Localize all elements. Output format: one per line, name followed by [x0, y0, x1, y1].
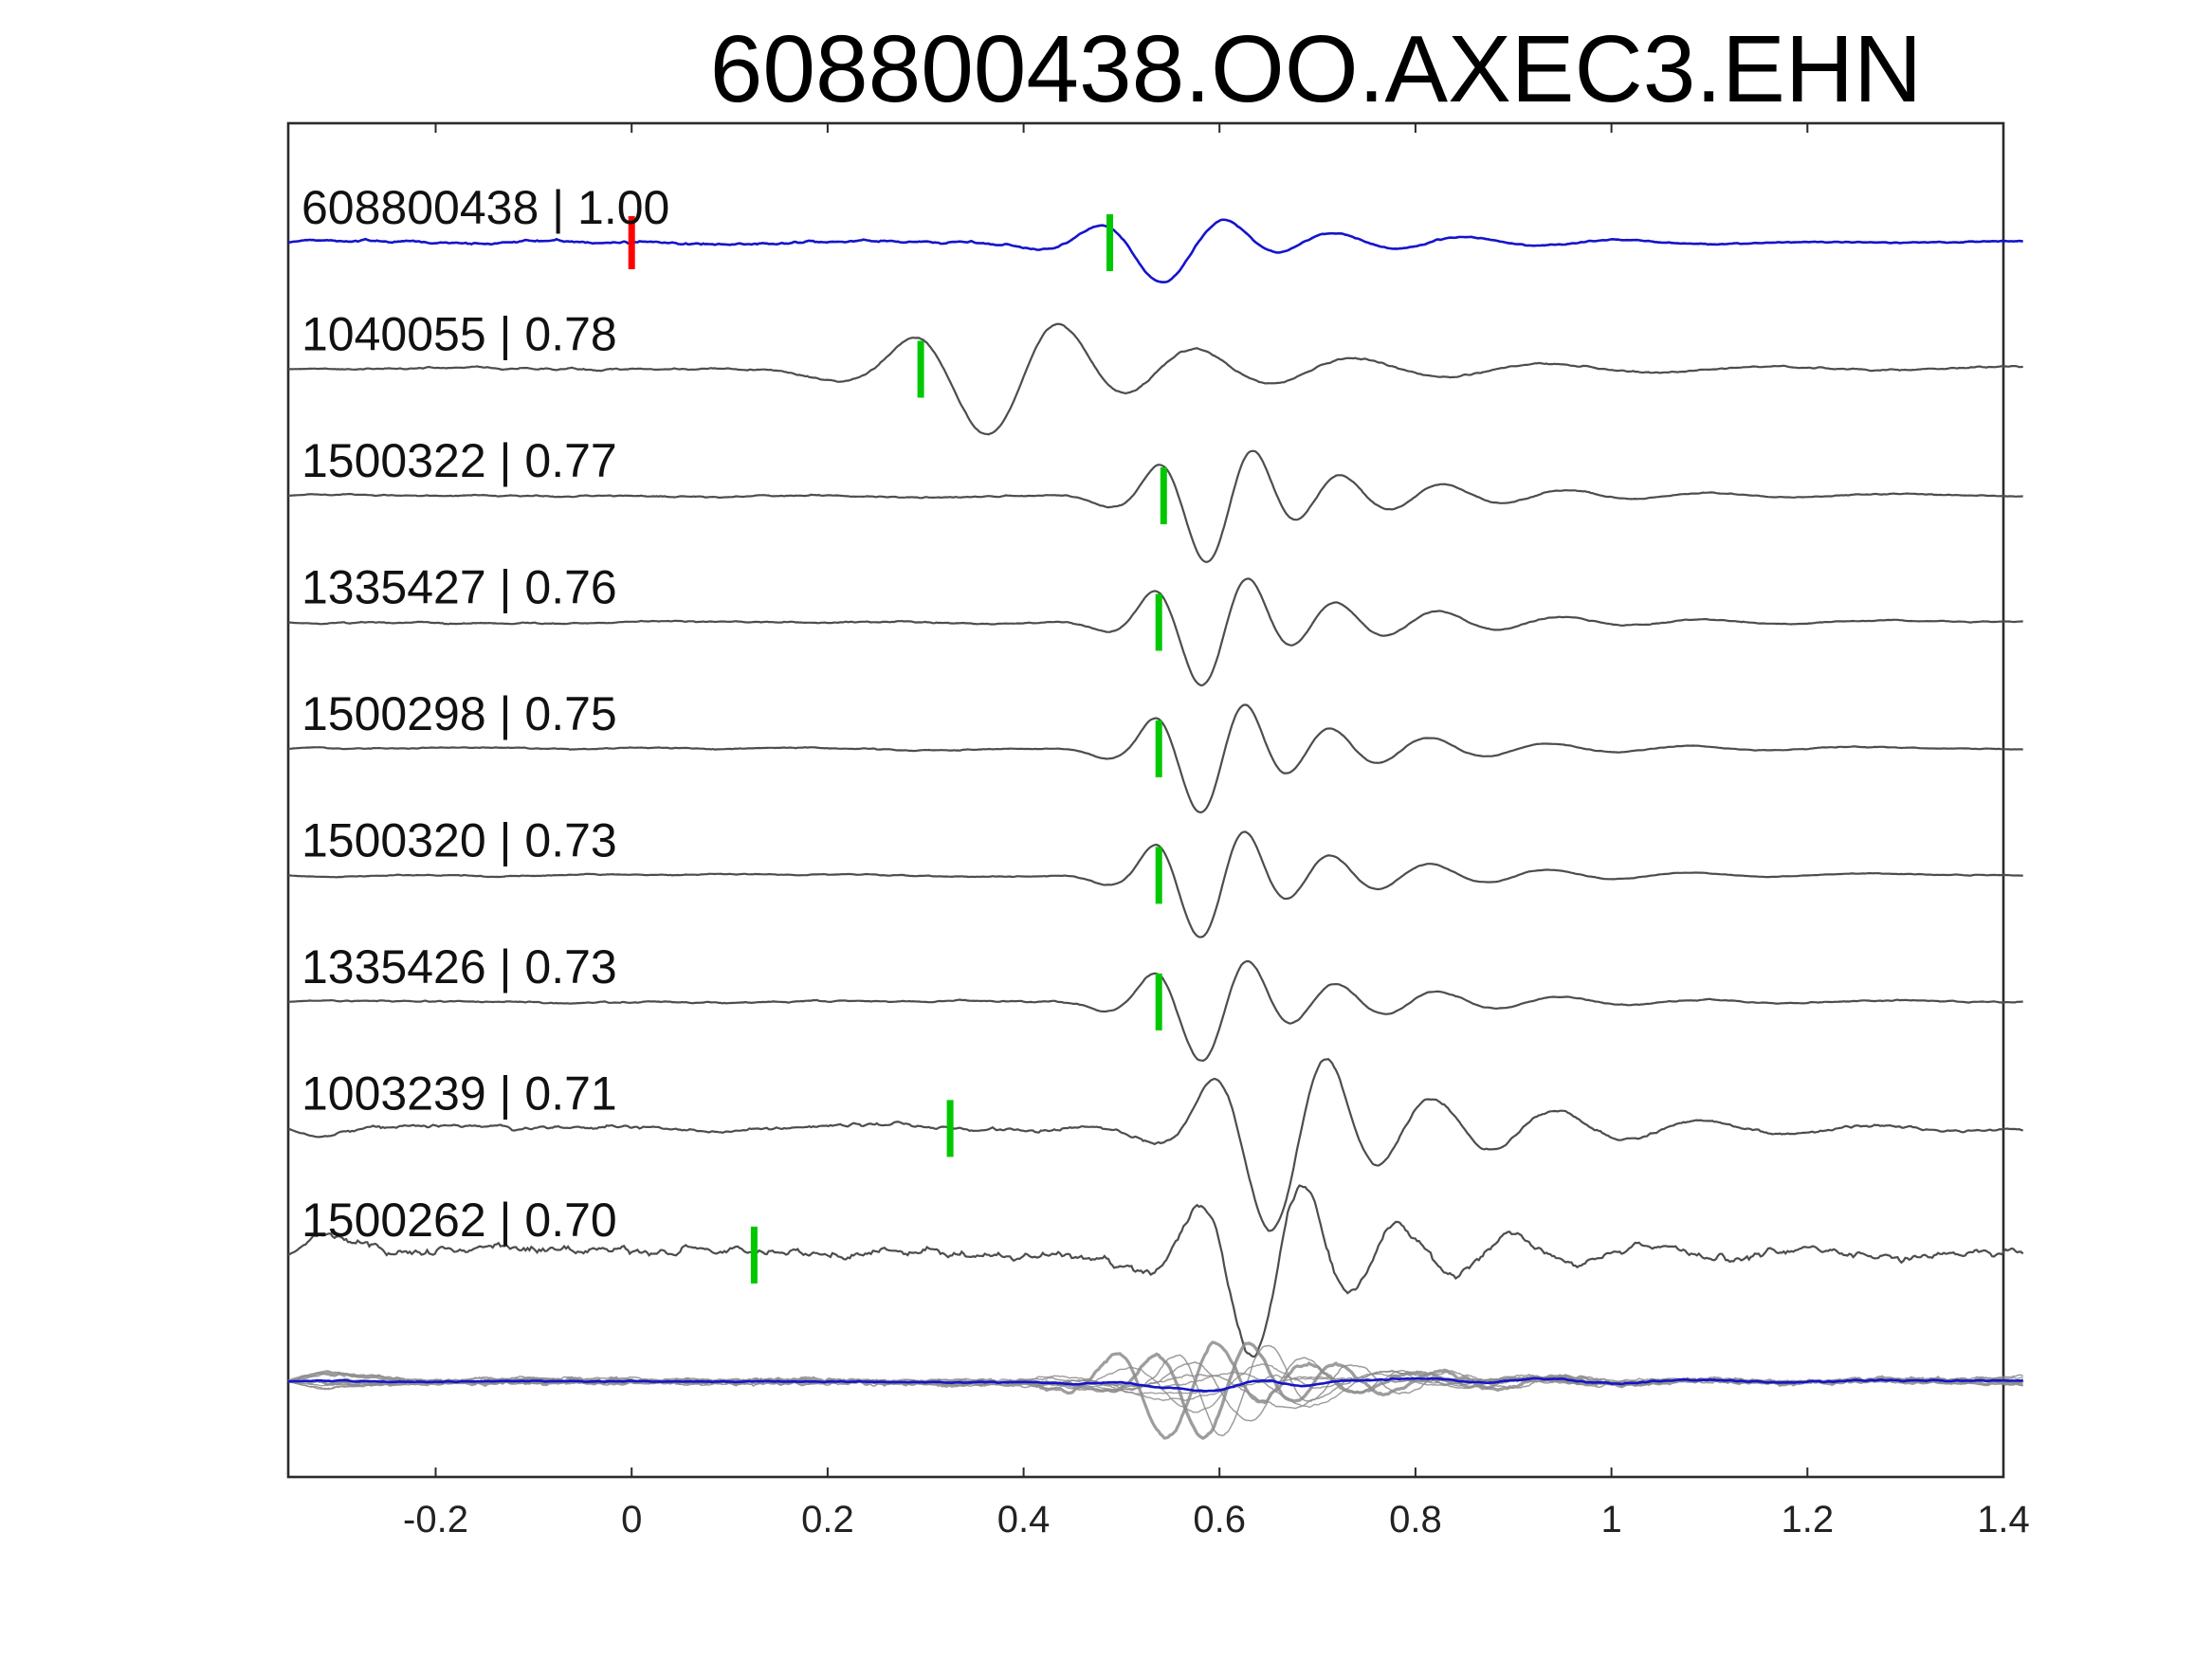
svg-text:1500320 | 0.73: 1500320 | 0.73	[302, 813, 617, 866]
svg-text:0.6: 0.6	[1193, 1499, 1246, 1540]
svg-text:1.2: 1.2	[1781, 1499, 1834, 1540]
svg-text:1500262 | 0.70: 1500262 | 0.70	[302, 1194, 617, 1247]
svg-text:1.4: 1.4	[1977, 1499, 2030, 1540]
svg-text:1335426 | 0.73: 1335426 | 0.73	[302, 940, 617, 994]
svg-text:-0.2: -0.2	[403, 1499, 468, 1540]
svg-text:1: 1	[1600, 1499, 1621, 1540]
svg-text:1500298 | 0.75: 1500298 | 0.75	[302, 687, 617, 740]
svg-text:0: 0	[621, 1499, 642, 1540]
svg-text:1500322 | 0.77: 1500322 | 0.77	[302, 434, 617, 487]
svg-text:0.8: 0.8	[1389, 1499, 1442, 1540]
svg-text:1040055 | 0.78: 1040055 | 0.78	[302, 308, 617, 361]
svg-text:0.4: 0.4	[997, 1499, 1051, 1540]
svg-text:0.2: 0.2	[801, 1499, 854, 1540]
svg-text:1335427 | 0.76: 1335427 | 0.76	[302, 560, 617, 613]
svg-text:1003239 | 0.71: 1003239 | 0.71	[302, 1066, 617, 1120]
svg-text:608800438 | 1.00: 608800438 | 1.00	[302, 181, 669, 234]
